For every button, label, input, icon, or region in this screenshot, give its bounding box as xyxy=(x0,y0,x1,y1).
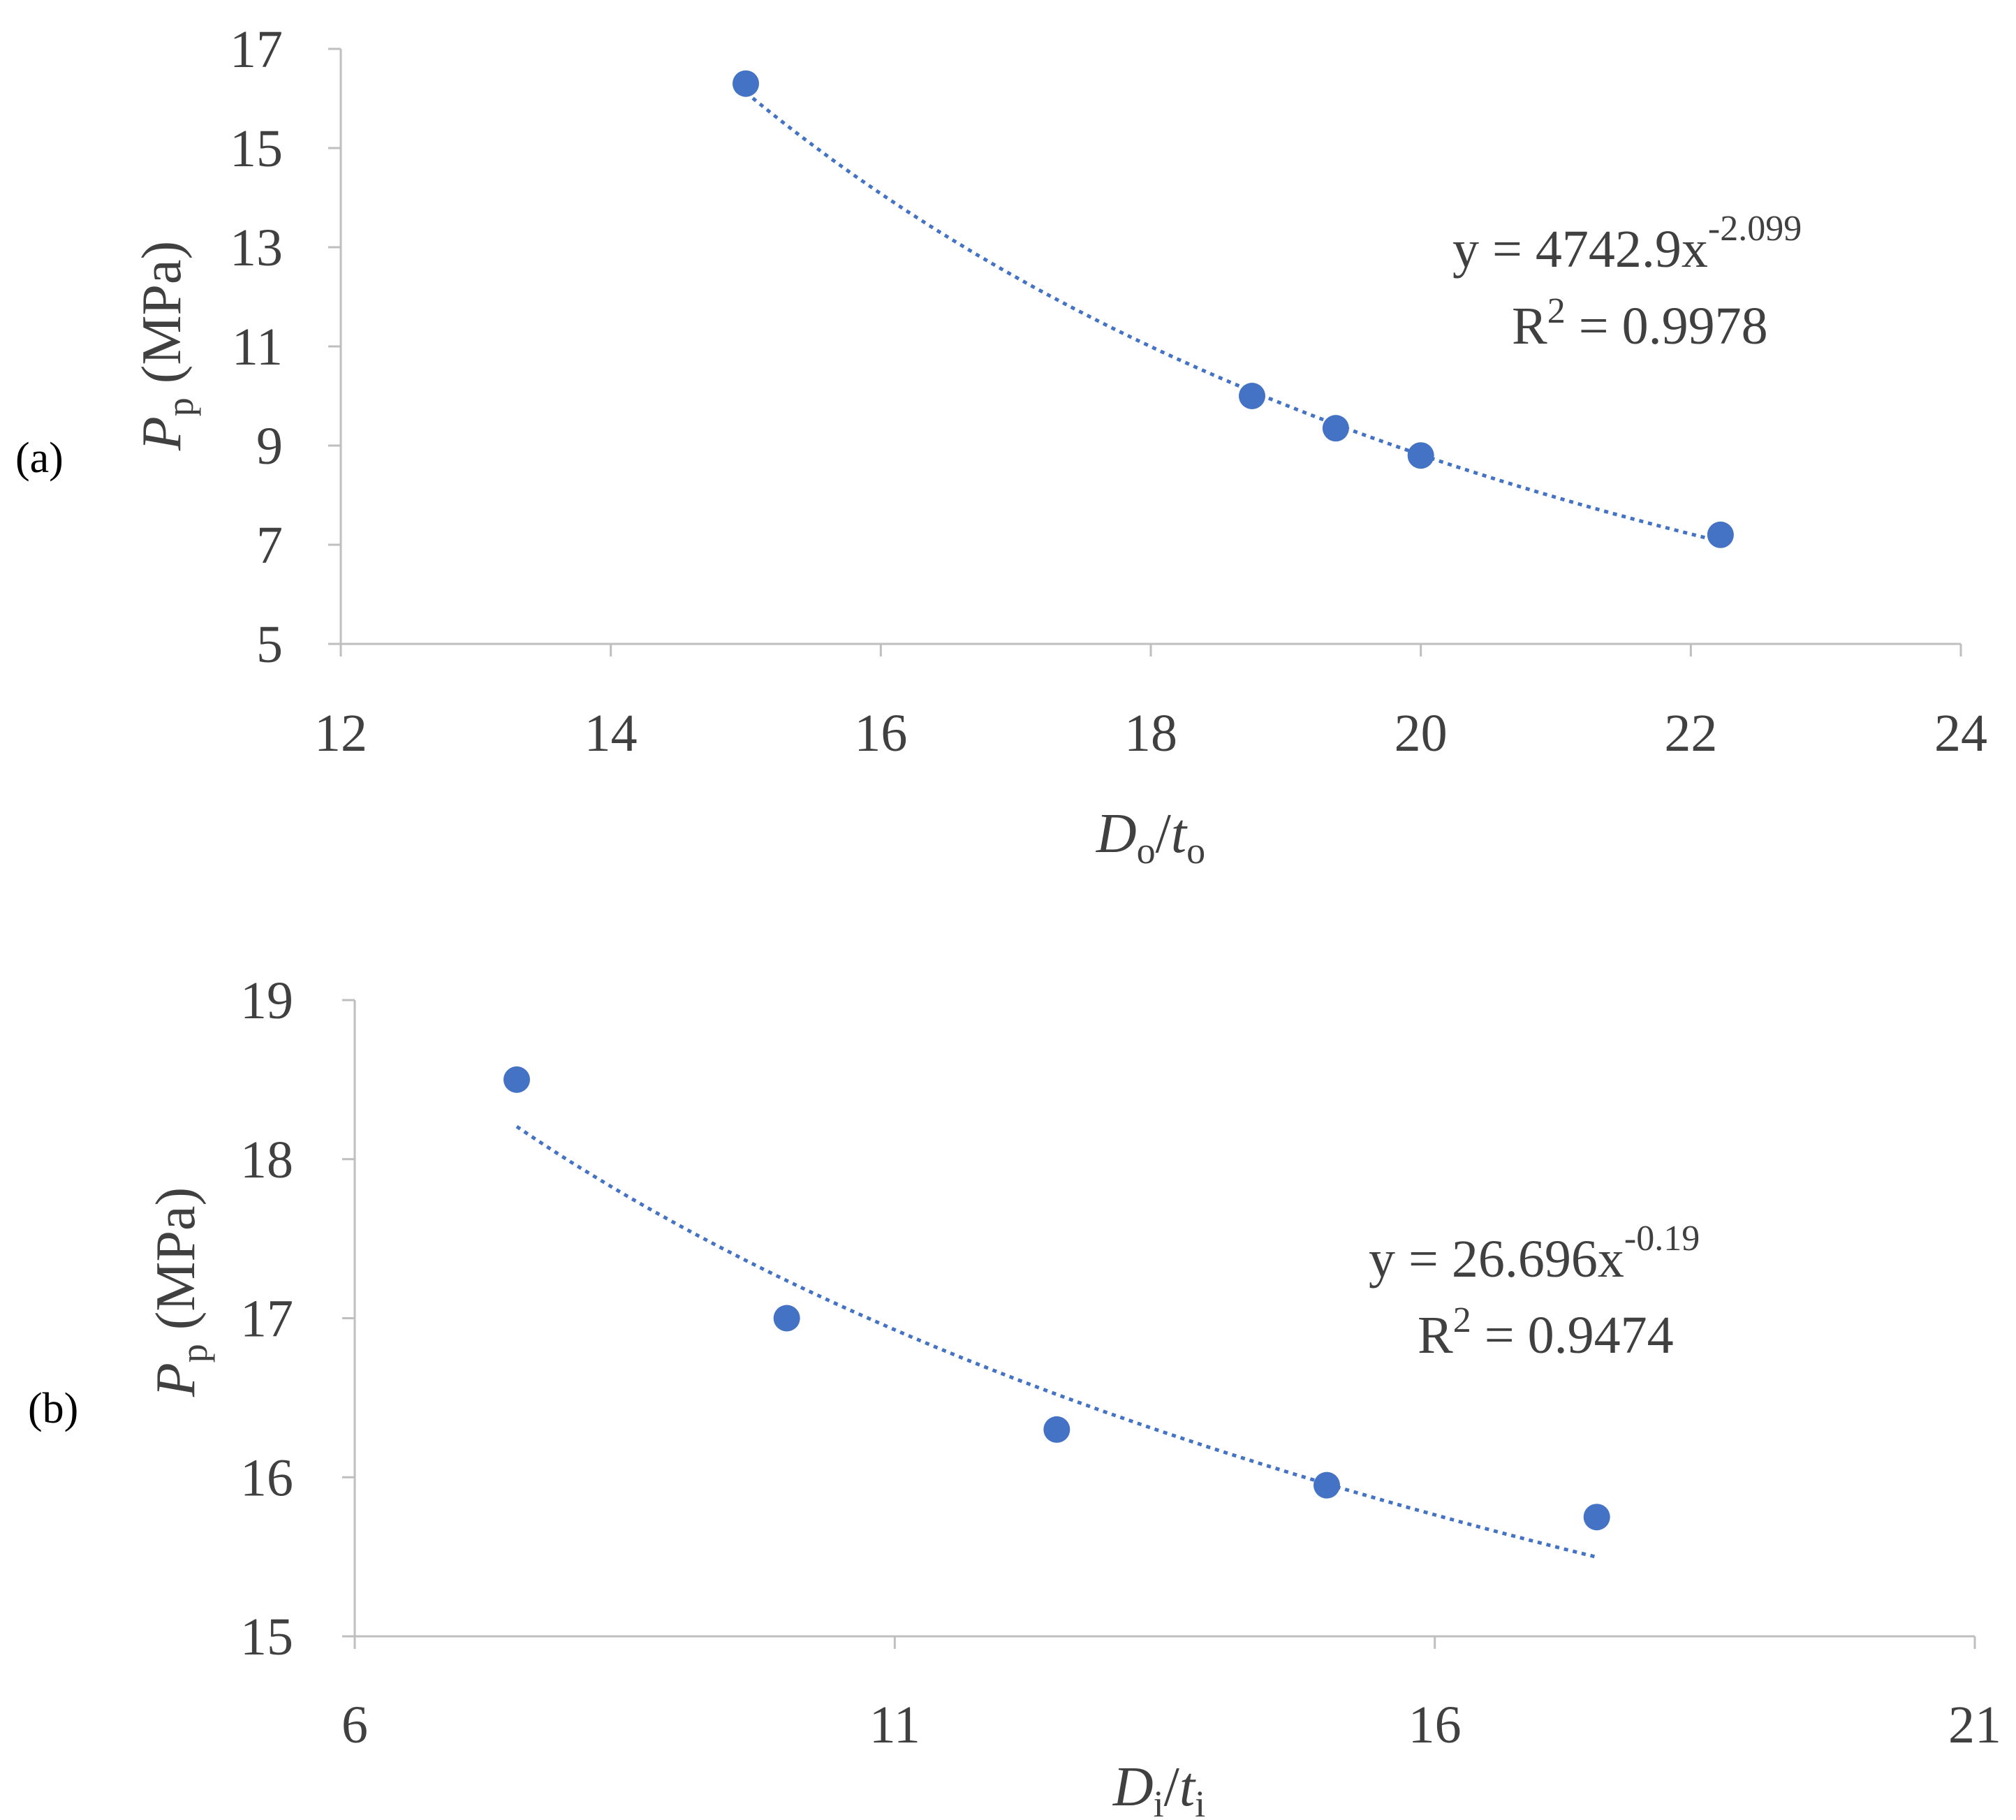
y-tick-label: 15 xyxy=(240,1608,293,1666)
data-point-a-3 xyxy=(1322,415,1349,442)
data-point-a-5 xyxy=(1707,521,1734,548)
data-point-b-3 xyxy=(1043,1416,1070,1443)
y-tick-label: 7 xyxy=(256,516,283,575)
svg-text:R2 = 0.9474: R2 = 0.9474 xyxy=(1418,1300,1674,1365)
data-point-b-5 xyxy=(1583,1504,1610,1531)
x-tick-label: 24 xyxy=(1934,704,1987,763)
trendline-curve-a xyxy=(744,91,1721,543)
svg-text:Di/ti: Di/ti xyxy=(1112,1756,1205,1820)
x-axis-title-a: Do/to xyxy=(1096,803,1205,872)
y-tick-label: 9 xyxy=(256,417,283,476)
r2-value-b: = 0.9474 xyxy=(1471,1306,1674,1365)
x-tick-label: 16 xyxy=(854,704,907,763)
x-tick-label: 6 xyxy=(341,1696,368,1754)
y-tick-label: 5 xyxy=(256,615,283,674)
y-tick-label: 11 xyxy=(232,318,283,376)
x-tick-label: 11 xyxy=(869,1696,920,1754)
trendline-b xyxy=(515,1125,1598,1560)
panel-label-b: (b) xyxy=(28,1385,78,1432)
data-point-b-4 xyxy=(1314,1472,1340,1499)
equation-a: y = 4742.9x xyxy=(1452,220,1708,279)
x-tick-label: 16 xyxy=(1408,1696,1462,1754)
axes-b: 15 16 17 18 19 6 11 16 21 xyxy=(240,971,2001,1754)
data-point-b-2 xyxy=(773,1305,800,1332)
x-axis-title-b: Di/ti xyxy=(1112,1756,1205,1820)
trendline-curve-b xyxy=(515,1125,1598,1560)
y-axis-title-a: Pp (MPa) xyxy=(131,241,201,451)
svg-text:Pp (MPa): Pp (MPa) xyxy=(131,241,201,451)
data-point-a-2 xyxy=(1239,383,1265,409)
svg-text:R2 = 0.9978: R2 = 0.9978 xyxy=(1512,291,1768,355)
data-point-a-1 xyxy=(733,70,759,97)
y-tick-label: 18 xyxy=(240,1131,293,1189)
svg-text:y = 26.696x-0.19: y = 26.696x-0.19 xyxy=(1369,1219,1700,1289)
x-tick-label: 22 xyxy=(1664,704,1717,763)
y-tick-label: 13 xyxy=(230,219,283,277)
r2-label-b: R xyxy=(1418,1306,1453,1365)
y-axis-title-b: Pp (MPa) xyxy=(145,1187,215,1397)
svg-text:Do/to: Do/to xyxy=(1096,803,1205,872)
x-tick-label: 12 xyxy=(314,704,367,763)
y-tick-label: 17 xyxy=(230,20,283,79)
y-tick-label: 15 xyxy=(230,119,283,178)
data-point-b-1 xyxy=(503,1066,530,1093)
r2-value-a: = 0.9978 xyxy=(1566,297,1768,355)
x-tick-label: 18 xyxy=(1124,704,1177,763)
data-points-a xyxy=(733,70,1734,548)
svg-text:y = 4742.9x-2.099: y = 4742.9x-2.099 xyxy=(1452,209,1802,279)
x-tick-label: 14 xyxy=(584,704,638,763)
x-tick-label: 21 xyxy=(1948,1696,2001,1754)
y-tick-label: 16 xyxy=(240,1448,293,1507)
chart-panel-b: (b) Pp (MPa) 15 16 17 18 19 6 11 16 21 Di/ti y =… xyxy=(28,971,2001,1820)
x-tick-label: 20 xyxy=(1395,704,1448,763)
axes-a: 5 7 9 11 13 15 17 12 14 16 18 20 22 24 xyxy=(230,20,1987,763)
trendline-equation-b: y = 26.696x-0.19 R2 = 0.9474 xyxy=(1369,1219,1700,1365)
equation-exponent-b: -0.19 xyxy=(1624,1219,1700,1258)
svg-text:Pp (MPa): Pp (MPa) xyxy=(145,1187,215,1397)
data-point-a-4 xyxy=(1407,442,1434,469)
equation-b: y = 26.696x xyxy=(1369,1230,1624,1289)
r2-label-a: R xyxy=(1512,297,1547,355)
trendline-equation-a: y = 4742.9x-2.099 R2 = 0.9978 xyxy=(1452,209,1802,355)
y-tick-label: 19 xyxy=(240,971,293,1030)
panel-label-a: (a) xyxy=(15,434,64,482)
equation-exponent-a: -2.099 xyxy=(1708,209,1802,249)
data-points-b xyxy=(503,1066,1610,1531)
chart-panel-a: (a) Pp (MPa) 5 7 9 11 13 15 17 12 14 16 18 20 22 24 D… xyxy=(15,20,1987,872)
trendline-a xyxy=(744,91,1721,543)
y-tick-label: 17 xyxy=(240,1290,293,1349)
